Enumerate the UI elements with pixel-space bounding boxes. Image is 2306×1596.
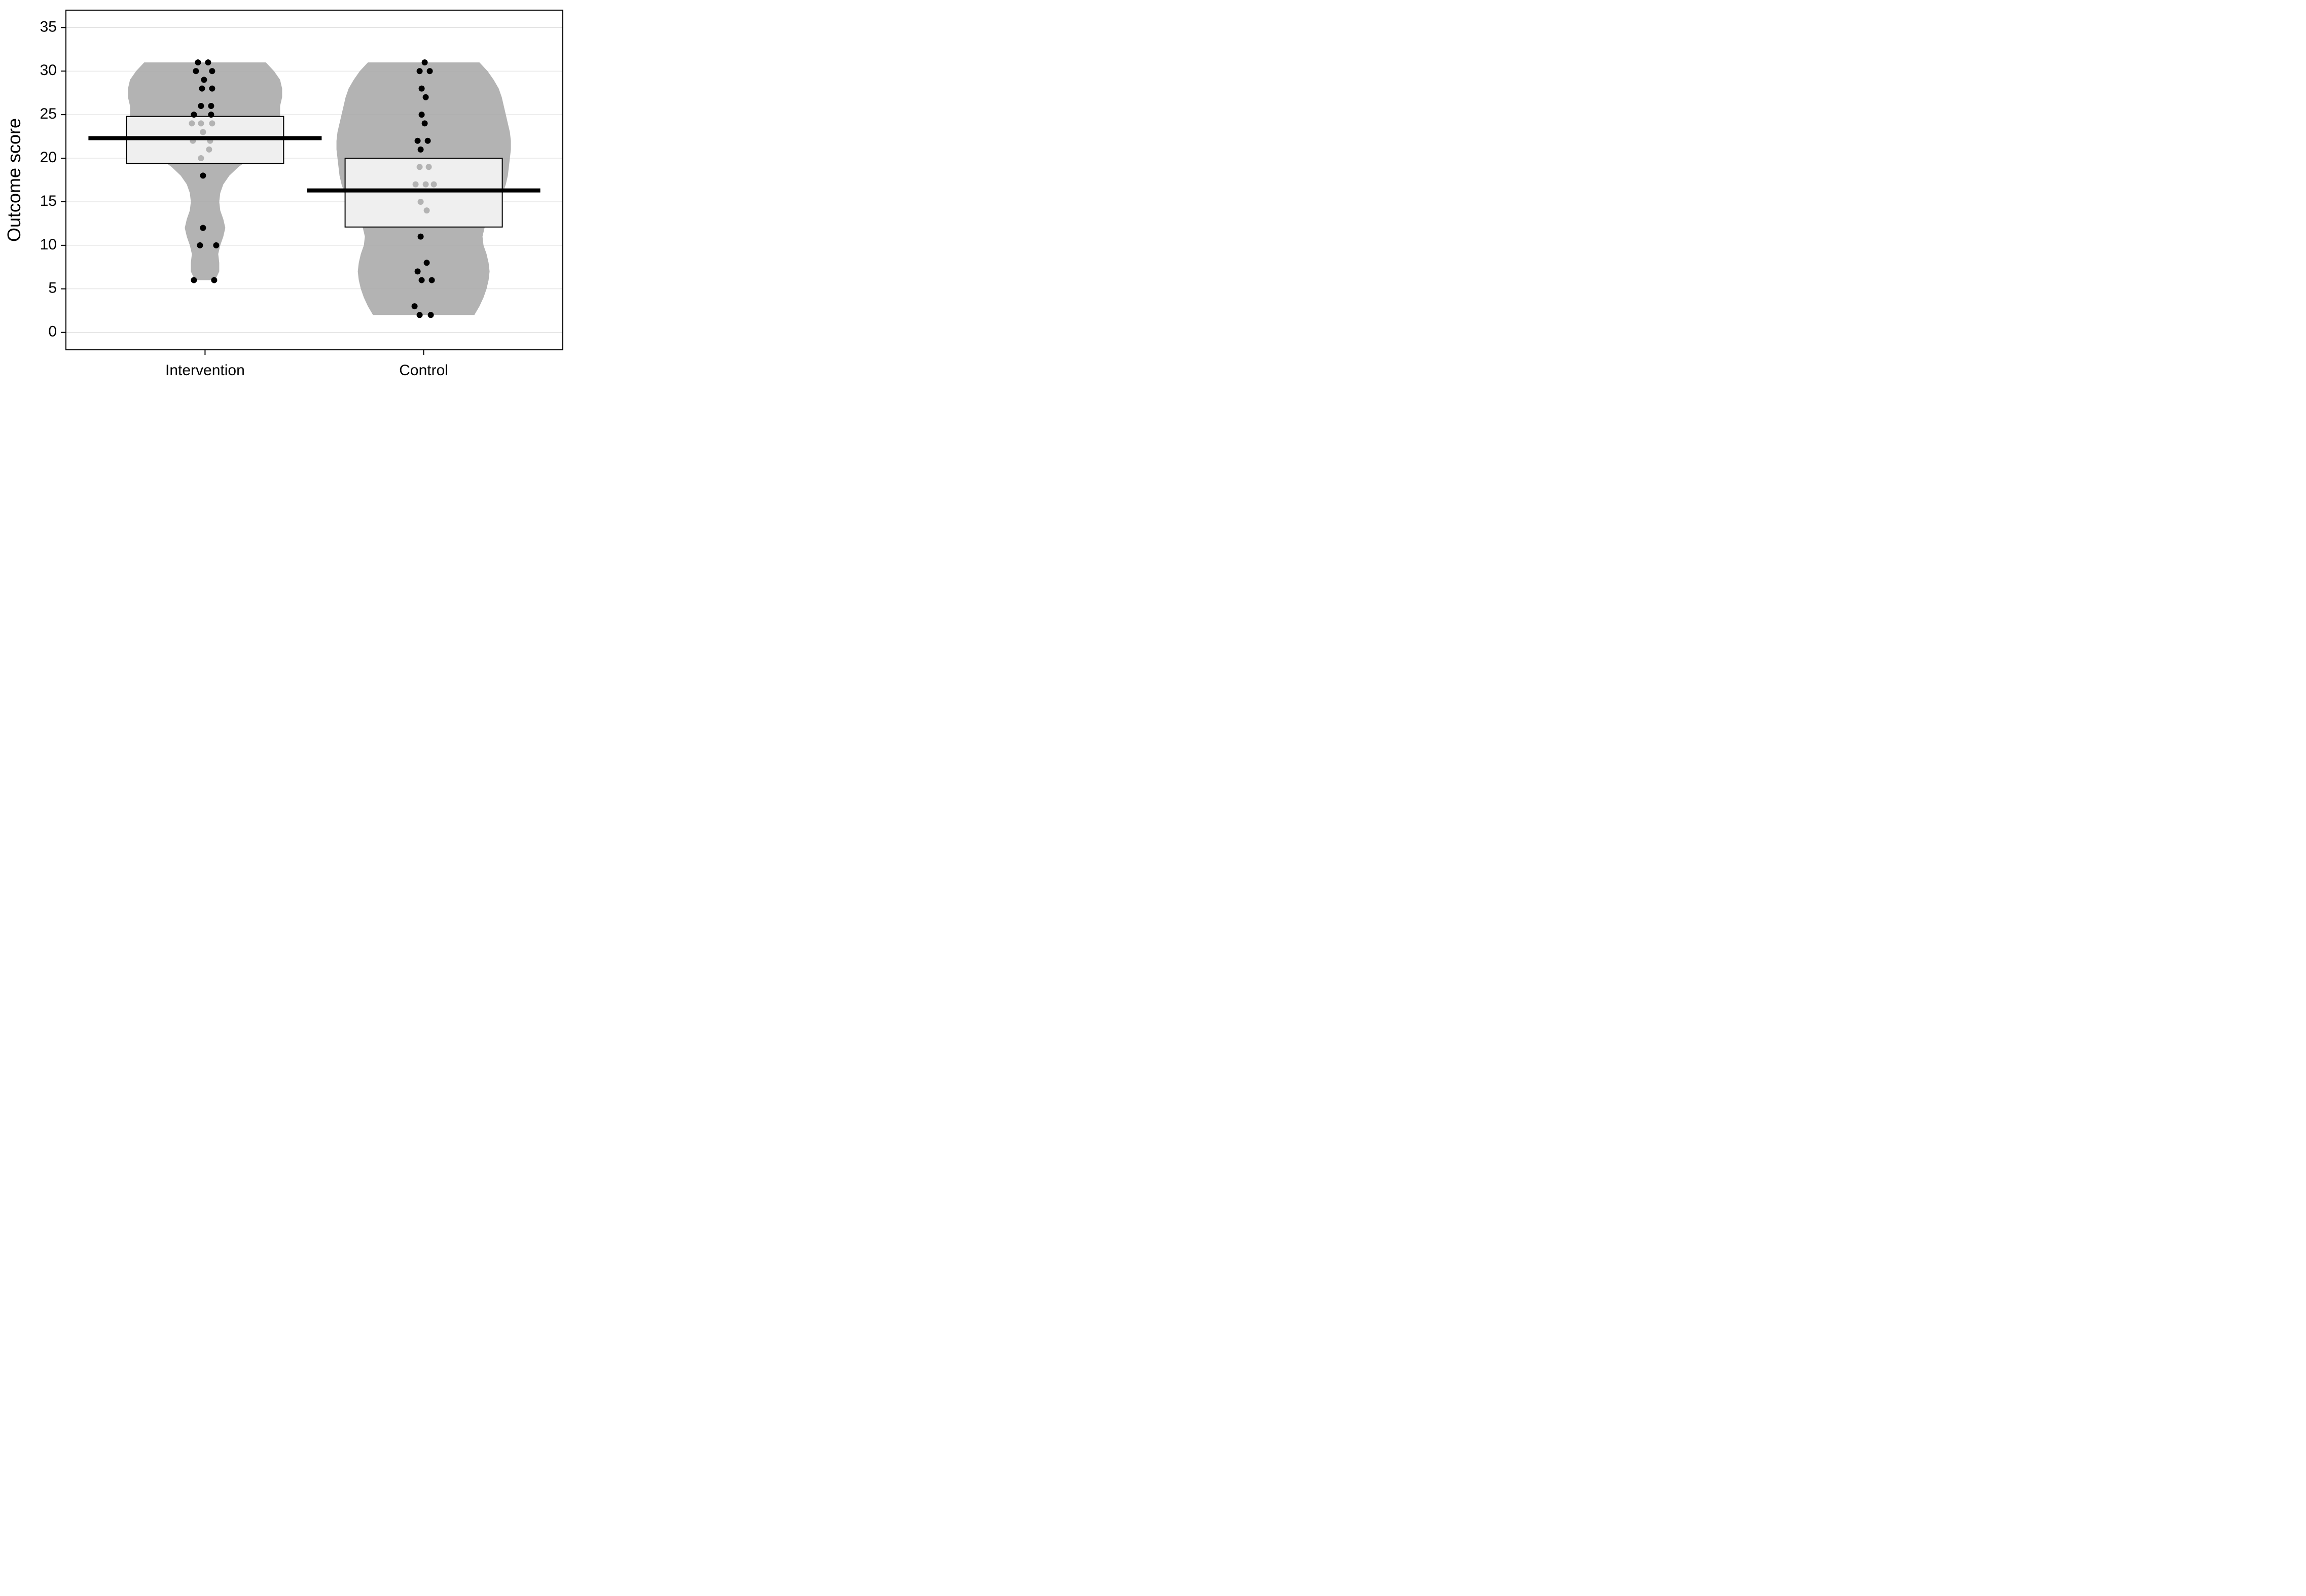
data-point xyxy=(431,182,437,188)
data-point xyxy=(208,103,214,109)
data-point xyxy=(193,68,199,74)
data-point xyxy=(200,225,206,231)
x-category-label: Control xyxy=(399,362,448,379)
data-point xyxy=(428,312,434,318)
data-point xyxy=(418,234,424,240)
y-axis-label: Outcome score xyxy=(4,118,24,242)
data-point xyxy=(200,172,206,178)
data-point xyxy=(205,59,211,65)
data-point xyxy=(199,86,205,92)
data-point xyxy=(197,242,203,248)
data-point xyxy=(424,260,430,266)
data-point xyxy=(419,86,425,92)
data-point xyxy=(417,68,423,74)
data-point xyxy=(195,59,201,65)
data-point xyxy=(213,242,219,248)
data-point xyxy=(417,164,423,170)
y-tick-label: 10 xyxy=(40,236,57,253)
ci-box xyxy=(345,158,502,227)
data-point xyxy=(415,268,421,274)
data-point xyxy=(191,277,197,283)
data-point xyxy=(191,112,197,118)
data-point xyxy=(198,103,204,109)
chart-svg: 0 5 10 15 20 25 30 35 Outcome score Intervention C… xyxy=(0,0,576,399)
data-point xyxy=(413,182,419,188)
violin-chart: 0 5 10 15 20 25 30 35 Outcome score Intervention C… xyxy=(0,0,576,399)
data-point xyxy=(201,77,207,83)
data-point xyxy=(206,147,212,153)
data-point xyxy=(423,94,429,100)
data-point xyxy=(419,277,425,283)
data-point xyxy=(419,112,425,118)
y-tick-label: 25 xyxy=(40,105,57,122)
x-category-label: Intervention xyxy=(165,362,245,379)
data-point xyxy=(198,155,204,161)
data-point xyxy=(426,164,432,170)
data-point xyxy=(424,207,430,213)
data-point xyxy=(200,129,206,135)
y-tick-label: 15 xyxy=(40,193,57,209)
data-point xyxy=(208,112,214,118)
data-point xyxy=(417,312,423,318)
y-tick-label: 30 xyxy=(40,62,57,79)
data-point xyxy=(427,68,433,74)
data-point xyxy=(418,199,424,205)
data-point xyxy=(412,303,418,309)
data-point xyxy=(422,59,428,65)
y-tick-label: 35 xyxy=(40,18,57,35)
violin-shape xyxy=(128,62,282,280)
data-point xyxy=(198,120,204,126)
data-point xyxy=(429,277,435,283)
data-point xyxy=(209,68,215,74)
data-point xyxy=(418,147,424,153)
data-point xyxy=(189,120,195,126)
y-tick-label: 20 xyxy=(40,149,57,166)
y-axis: 0 5 10 15 20 25 30 35 xyxy=(40,18,66,340)
data-point xyxy=(423,182,429,188)
data-point xyxy=(422,120,428,126)
data-point xyxy=(425,138,431,144)
data-point xyxy=(209,120,215,126)
y-tick-label: 0 xyxy=(48,323,57,340)
x-axis: Intervention Control xyxy=(165,350,448,379)
data-point xyxy=(415,138,421,144)
data-point xyxy=(209,86,215,92)
data-point xyxy=(211,277,217,283)
y-tick-label: 5 xyxy=(48,280,57,297)
